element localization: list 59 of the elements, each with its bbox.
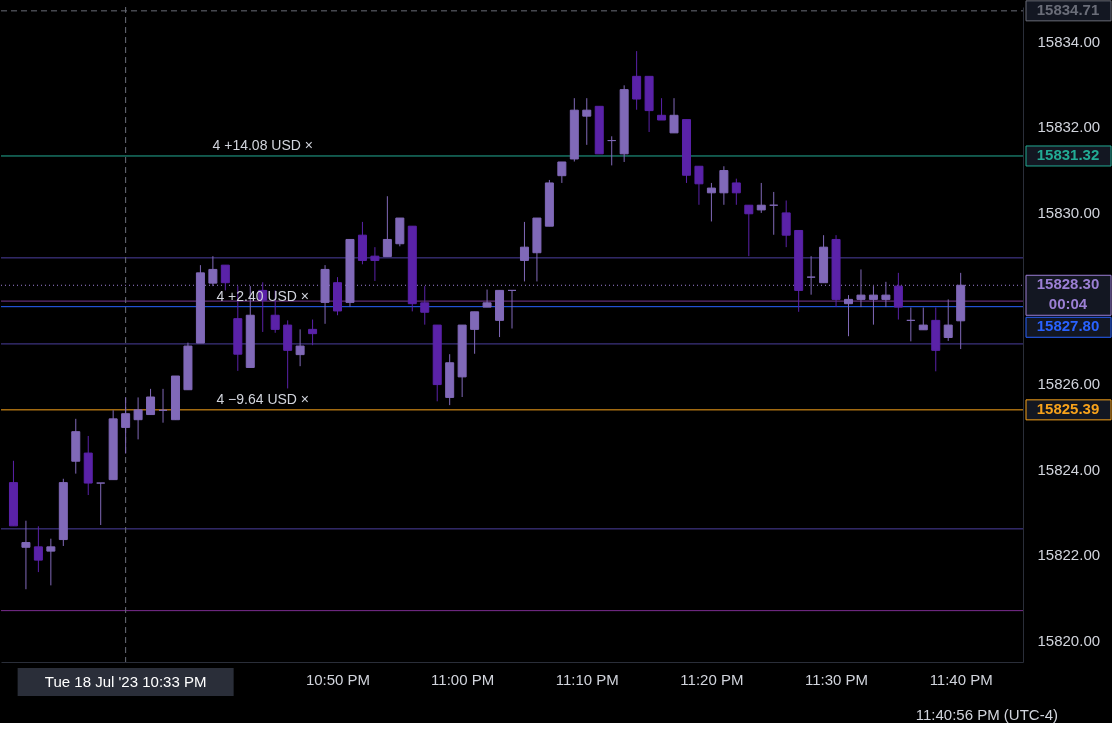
candlestick [744, 204, 754, 257]
candlestick [382, 195, 392, 258]
candlestick [669, 97, 679, 134]
x-tick-label: 11:40 PM [929, 670, 993, 688]
candlestick [133, 396, 143, 440]
candlestick [46, 538, 56, 586]
ref-line-label: 15834.71 [1036, 0, 1100, 18]
candlestick [557, 161, 567, 184]
candlestick [519, 221, 529, 282]
candlestick [21, 520, 31, 590]
annotation: 4 +14.08 USD × [212, 136, 313, 153]
candlestick [881, 281, 891, 308]
candlestick [220, 264, 230, 291]
candlestick [482, 289, 492, 308]
x-tick-label: 11:10 PM [555, 670, 619, 688]
candlestick [893, 272, 903, 321]
candlestick [706, 182, 716, 222]
candlestick [918, 307, 928, 331]
candlestick [33, 525, 43, 573]
ref-line-label: 15831.32 [1036, 145, 1100, 163]
candlestick [756, 182, 766, 214]
candlestick [731, 178, 741, 206]
candlestick [420, 285, 430, 326]
candlestick [632, 50, 642, 111]
y-tick-label: 15832.00 [1037, 118, 1101, 136]
candlestick [657, 97, 667, 121]
candlestick [208, 255, 218, 287]
text: 11:40:56 PM (UTC-4) [915, 706, 1058, 723]
y-tick-label: 15826.00 [1037, 375, 1101, 393]
candlestick [719, 165, 729, 206]
y-tick-label: 15820.00 [1037, 632, 1101, 650]
x-tick-label: 11:20 PM [680, 670, 744, 688]
candlestick [308, 319, 318, 346]
x-tick-label: 11:00 PM [431, 670, 495, 688]
candlestick [146, 388, 156, 416]
candlestick [868, 285, 878, 326]
ref-line-label: 15828.30 00:04 [1036, 275, 1100, 313]
candlestick [370, 246, 380, 282]
x-tick-label: 10:50 PM [305, 670, 371, 688]
y-tick-label: 15834.00 [1037, 32, 1101, 50]
ref-line-label: Tue 18 Jul '23 10:33 PM [44, 673, 207, 690]
candlestick [844, 294, 854, 337]
annotation: 4 −9.64 USD × [216, 390, 310, 407]
candlestick [295, 328, 305, 367]
ref-line-label: 15827.80 [1036, 317, 1100, 335]
y-tick-label: 15824.00 [1037, 460, 1101, 478]
x-tick-label: 11:30 PM [805, 670, 869, 688]
candlestick [96, 482, 106, 526]
y-tick-label: 15830.00 [1037, 203, 1101, 221]
candlestick [470, 311, 480, 355]
candlestick [582, 97, 592, 146]
candlestick [806, 255, 816, 296]
candlestick [943, 298, 953, 342]
ref-line-label: 15825.39 [1036, 399, 1100, 417]
y-tick-label: 15822.00 [1037, 546, 1101, 564]
candlestick [694, 165, 704, 206]
candlestick [121, 396, 131, 455]
candlestick [856, 268, 866, 308]
candlestick [781, 200, 791, 248]
